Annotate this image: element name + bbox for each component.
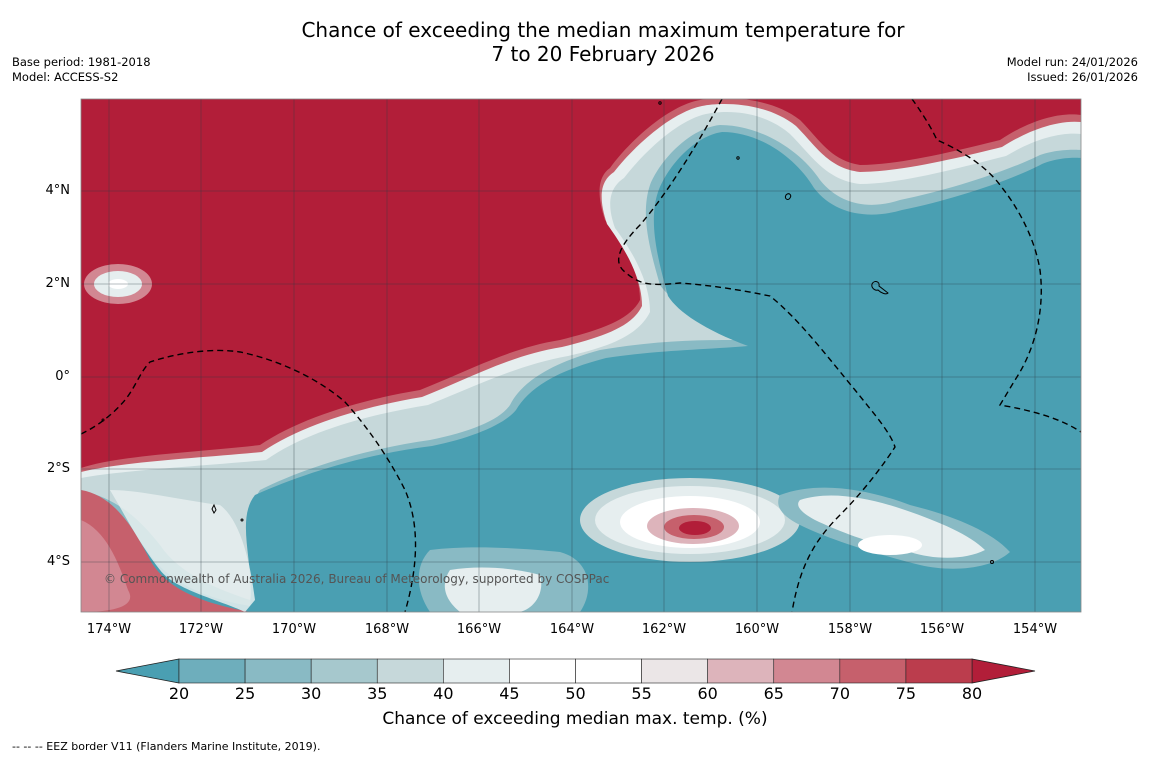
colorbar-segment: [244, 658, 312, 684]
colorbar-segment: [707, 658, 775, 684]
issued-date: Issued: 26/01/2026: [1027, 70, 1138, 84]
colorbar-segment: [905, 658, 973, 684]
colorbar-low-arrow: [115, 658, 180, 684]
map-title: Chance of exceeding the median maximum t…: [0, 18, 1150, 66]
map-frame: [80, 98, 1082, 613]
lon-label-160w: 160°W: [734, 622, 780, 637]
colorbar-segment: [575, 658, 642, 684]
warm-blob-north: [84, 264, 152, 304]
lon-label-172w: 172°W: [178, 622, 224, 637]
lat-label-4s: 4°S: [46, 554, 70, 569]
lat-label-2n: 2°N: [45, 276, 71, 291]
colorbar-segment: [178, 658, 246, 684]
colorbar-segments: [178, 658, 973, 684]
colorbar-tick-label: 55: [631, 684, 652, 703]
colorbar-tick-label: 60: [697, 684, 718, 703]
meta-right: Model run: 24/01/2026 Issued: 26/01/2026: [1007, 55, 1138, 85]
colorbar-segment: [839, 658, 907, 684]
eez-borders: [81, 99, 1081, 612]
lon-label-154w: 154°W: [1012, 622, 1058, 637]
colorbar-tick-label: 40: [433, 684, 454, 703]
warm-patch-south-central: [580, 478, 800, 562]
colorbar: [115, 658, 1036, 684]
model-run: Model run: 24/01/2026: [1006, 55, 1138, 69]
colorbar-tick-label: 35: [367, 684, 388, 703]
colorbar-tick-label: 45: [499, 684, 520, 703]
colorbar-tick-label: 80: [961, 684, 983, 703]
meta-left: Base period: 1981-2018 Model: ACCESS-S2: [12, 55, 151, 85]
map-area: [81, 99, 1081, 612]
copyright-notice: © Commonwealth of Australia 2026, Bureau…: [104, 572, 610, 586]
graticule: [81, 99, 1081, 612]
lon-label-156w: 156°W: [919, 622, 965, 637]
lon-label-170w: 170°W: [271, 622, 317, 637]
title-line-2: 7 to 20 February 2026: [491, 42, 715, 66]
title-line-1: Chance of exceeding the median maximum t…: [301, 18, 905, 42]
lat-label-0: 0°: [55, 369, 70, 384]
lon-label-164w: 164°W: [549, 622, 595, 637]
lon-label-174w: 174°W: [86, 622, 132, 637]
warm-patch-southwest: [81, 490, 255, 612]
colorbar-tick-label: 30: [300, 684, 322, 703]
cool-anomaly-bands: [81, 99, 1081, 612]
colorbar-high-arrow: [971, 658, 1036, 684]
colorbar-tick-label: 20: [168, 684, 190, 703]
base-period: Base period: 1981-2018: [12, 55, 151, 69]
model-name: Model: ACCESS-S2: [12, 70, 119, 84]
colorbar-segment: [641, 658, 708, 684]
eez-footnote: -- -- -- EEZ border V11 (Flanders Marine…: [12, 740, 321, 753]
lat-label-4n: 4°N: [45, 183, 71, 198]
colorbar-tick-label: 70: [829, 684, 850, 703]
colorbar-segment: [773, 658, 841, 684]
islands: [101, 101, 994, 564]
colorbar-label: Chance of exceeding median max. temp. (%…: [382, 709, 768, 729]
colorbar-segment: [509, 658, 576, 684]
colorbar-tick-label: 75: [895, 684, 917, 703]
colorbar-tick-label: 50: [565, 684, 586, 703]
colorbar-tick-label: 65: [763, 684, 784, 703]
lon-label-162w: 162°W: [641, 622, 687, 637]
colorbar-segment: [376, 658, 444, 684]
colorbar-tick-label: 25: [234, 684, 256, 703]
colorbar-segment: [443, 658, 510, 684]
lat-label-2s: 2°S: [46, 461, 70, 476]
lon-label-166w: 166°W: [456, 622, 502, 637]
colorbar-segment: [310, 658, 378, 684]
light-band-southeast: [418, 487, 1010, 612]
lon-label-168w: 168°W: [364, 622, 410, 637]
lon-label-158w: 158°W: [827, 622, 873, 637]
